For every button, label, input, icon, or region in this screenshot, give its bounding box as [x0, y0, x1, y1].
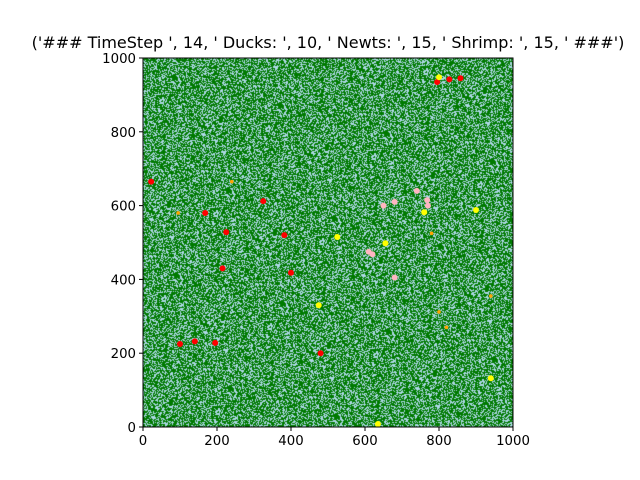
- data-point-s3-3: [437, 310, 441, 314]
- y-axis: 0 200 400 600 800 1000: [102, 52, 143, 436]
- data-point-s0-2: [223, 229, 230, 236]
- data-point-s2-7: [424, 202, 431, 209]
- x-tick-label: 200: [204, 434, 229, 449]
- data-point-s3-4: [489, 294, 493, 298]
- data-point-s1-5: [315, 302, 322, 309]
- x-tick-label: 800: [426, 434, 451, 449]
- y-tick-label: 400: [111, 273, 136, 288]
- data-point-s0-7: [177, 340, 183, 347]
- data-point-s0-9: [212, 339, 219, 346]
- data-point-s0-12: [446, 76, 453, 83]
- data-point-s0-11: [434, 78, 441, 85]
- data-point-s1-4: [382, 240, 389, 247]
- data-point-s2-1: [424, 197, 431, 204]
- data-point-s0-3: [260, 198, 267, 205]
- x-tick-label: 400: [278, 434, 303, 449]
- y-tick-label: 1000: [102, 52, 136, 67]
- data-point-s3-0: [230, 179, 234, 184]
- data-point-s3-2: [429, 231, 434, 236]
- data-point-s2-2: [391, 198, 398, 205]
- data-point-s0-1: [202, 209, 209, 216]
- y-tick-label: 200: [111, 347, 136, 362]
- points-layer: [148, 74, 494, 428]
- data-point-s0-10: [317, 350, 324, 357]
- x-tick-label: 600: [352, 434, 377, 449]
- data-point-s3-1: [176, 211, 180, 215]
- chart-title: ('### TimeStep ', 14, ' Ducks: ', 10, ' …: [32, 33, 625, 52]
- data-point-s1-6: [487, 375, 494, 382]
- y-tick-label: 0: [128, 421, 136, 436]
- data-point-s2-5: [369, 251, 376, 258]
- data-point-s1-1: [473, 207, 479, 214]
- data-point-s0-6: [219, 265, 226, 272]
- x-tick-label: 1000: [496, 434, 530, 449]
- data-point-s0-8: [191, 338, 198, 345]
- data-point-s0-5: [288, 269, 294, 276]
- background-heatmap: [143, 58, 513, 427]
- y-tick-label: 800: [111, 126, 136, 141]
- data-point-s1-7: [374, 421, 381, 428]
- data-point-s2-6: [391, 274, 398, 281]
- plot-area: [142, 57, 514, 428]
- data-point-s1-0: [436, 74, 442, 81]
- data-point-s0-0: [148, 178, 155, 185]
- data-point-s1-3: [334, 233, 341, 240]
- data-point-s1-2: [421, 209, 428, 216]
- data-point-s0-13: [457, 75, 464, 82]
- data-point-s2-0: [413, 187, 420, 194]
- data-point-s2-3: [380, 202, 387, 209]
- data-point-s3-5: [444, 325, 449, 330]
- plot-frame: [142, 57, 514, 428]
- x-tick-label: 0: [139, 434, 147, 449]
- data-point-s0-4: [281, 232, 288, 239]
- y-tick-label: 600: [111, 200, 136, 215]
- x-axis: 0 200 400 600 800 1000: [139, 427, 530, 449]
